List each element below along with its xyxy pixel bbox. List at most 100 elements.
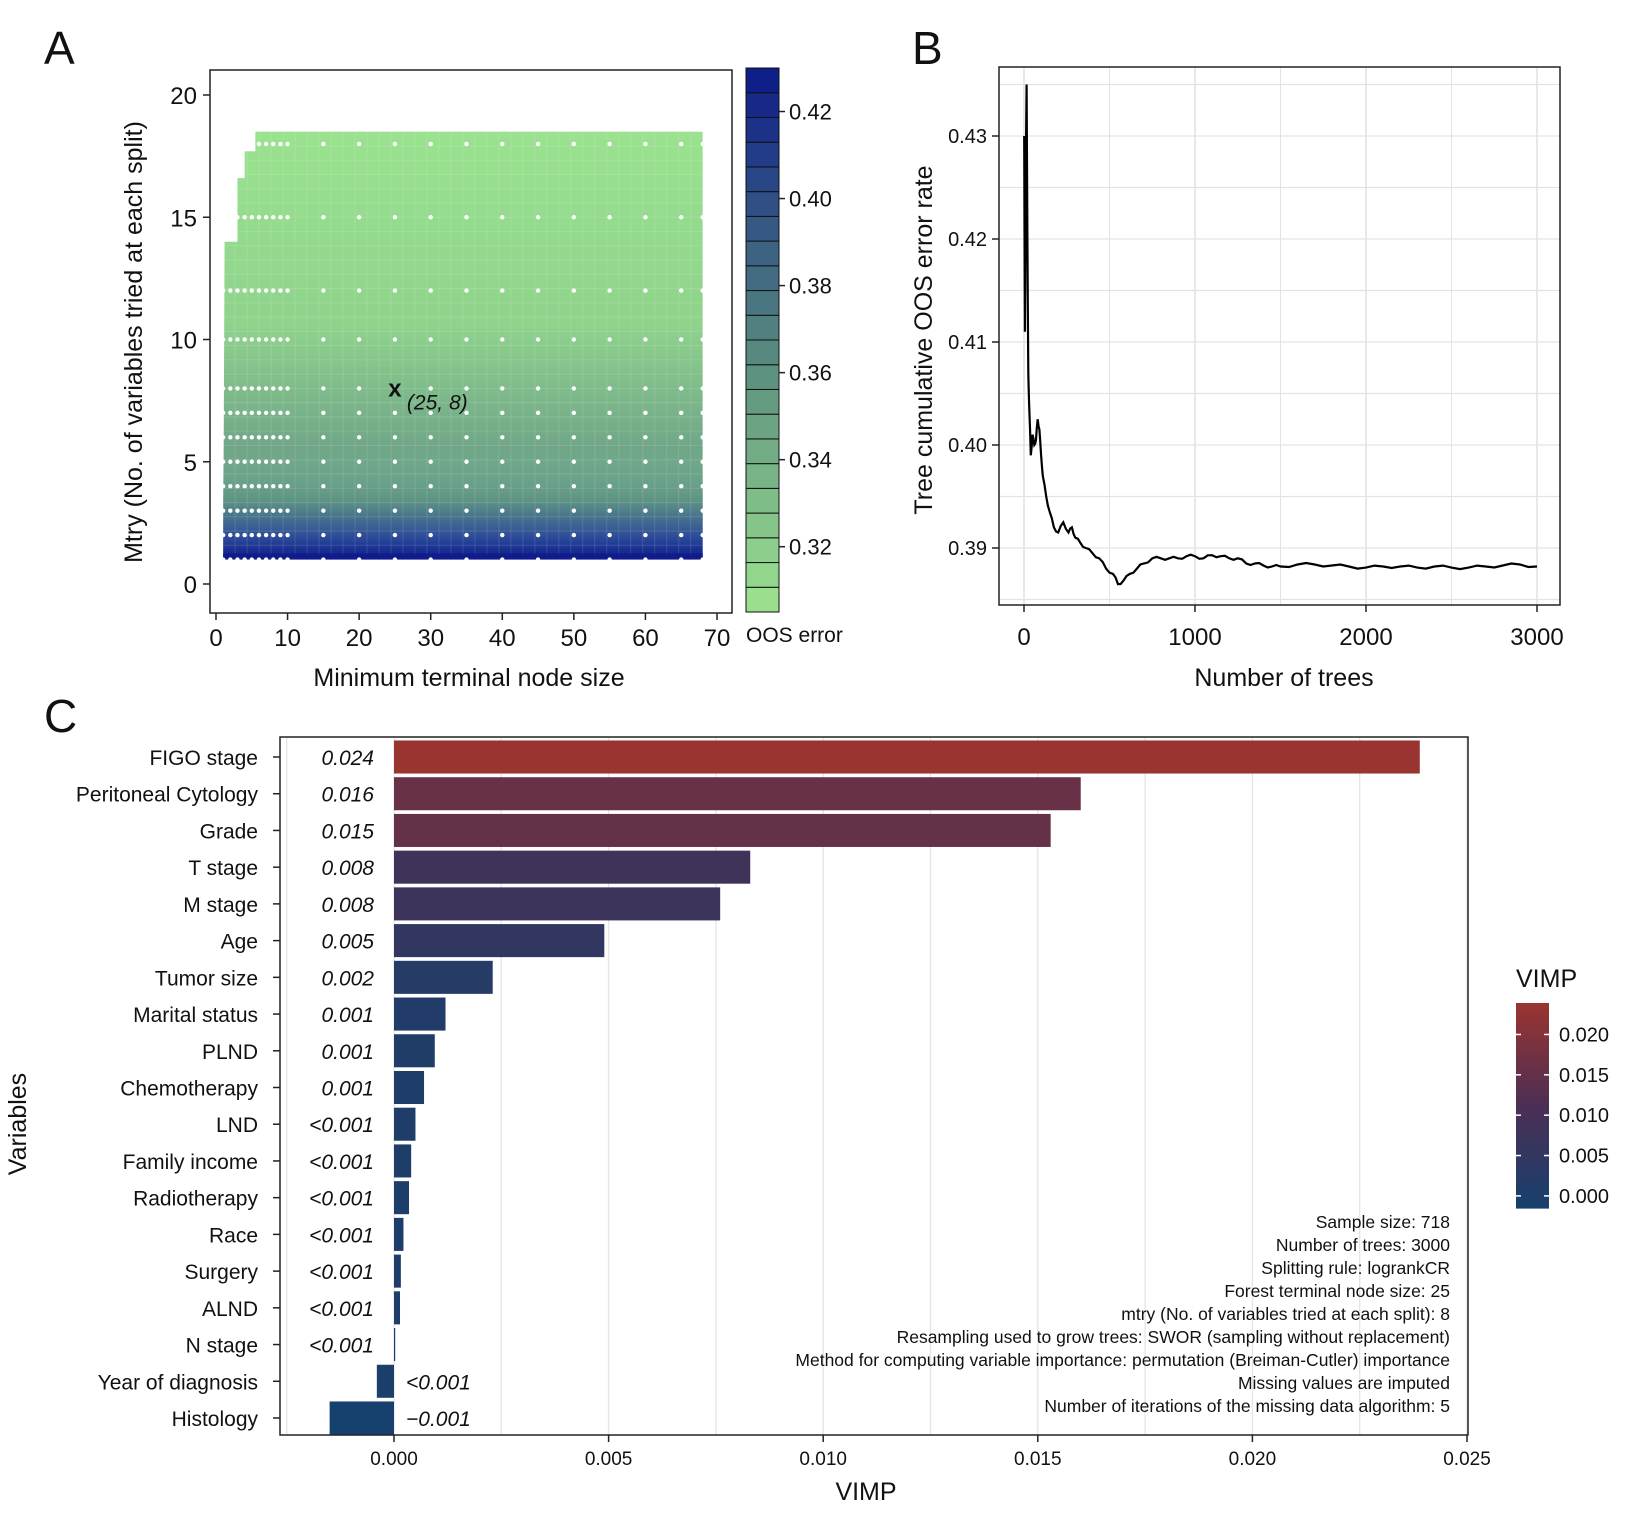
tuning-grid-point	[256, 386, 262, 391]
y-tick-label: Chemotherapy	[120, 1078, 258, 1101]
tuning-grid-point	[535, 410, 541, 416]
tuning-grid-point	[235, 386, 240, 391]
bar-value-label: 0.015	[321, 820, 374, 843]
tuning-grid-point	[643, 459, 648, 464]
legend-color-step	[1516, 1136, 1549, 1142]
tuning-grid-point	[256, 141, 262, 147]
tuning-grid-point	[235, 288, 240, 293]
tuning-grid-point	[700, 435, 705, 440]
tuning-grid-point	[321, 141, 326, 147]
y-tick-label: 15	[170, 205, 197, 232]
tuning-grid-point	[263, 557, 269, 562]
tuning-grid-point	[285, 508, 290, 513]
tuning-grid-point	[321, 337, 326, 342]
tuning-grid-point	[321, 508, 326, 513]
tuning-grid-point	[700, 410, 705, 416]
legend-color-step	[745, 92, 780, 118]
tuning-grid-point	[235, 508, 240, 513]
tuning-grid-point	[571, 459, 577, 464]
tuning-grid-point	[500, 435, 505, 440]
bar-value-label: 0.002	[321, 967, 374, 990]
tuning-grid-point	[271, 459, 276, 464]
x-tick-label: 0	[209, 625, 222, 652]
tuning-grid-point	[249, 215, 254, 220]
bar-t-stage	[394, 850, 751, 884]
x-tick-label: 0.015	[1014, 1449, 1062, 1470]
tuning-grid-point	[271, 288, 276, 293]
tuning-grid-point	[392, 557, 398, 562]
bar-value-label: 0.001	[321, 1004, 374, 1027]
legend-color-step	[1516, 1151, 1549, 1158]
tuning-grid-point	[643, 532, 648, 538]
x-tick-label: 70	[704, 625, 731, 652]
tuning-grid-point	[228, 410, 233, 416]
legend-color-step	[1516, 1003, 1549, 1009]
panel-label-b: B	[912, 22, 943, 74]
tuning-grid-point	[285, 215, 290, 220]
tuning-grid-point	[607, 508, 612, 513]
legend-color-step	[1516, 1182, 1549, 1189]
tuning-grid-point	[256, 459, 262, 464]
tuning-grid-point	[464, 141, 469, 147]
legend-color-step	[745, 586, 780, 613]
tuning-grid-point	[464, 215, 469, 220]
tuning-grid-point	[679, 532, 684, 538]
tuning-grid-point	[242, 508, 247, 513]
legend-color-step	[1516, 1023, 1549, 1030]
tuning-grid-point	[428, 288, 433, 293]
y-tick-label: 5	[184, 450, 197, 477]
tuning-grid-point	[535, 557, 541, 562]
x-tick-label: 1000	[1168, 624, 1221, 651]
tuning-grid-point	[321, 410, 326, 416]
tuning-grid-point	[220, 410, 226, 416]
panel-a-tuning-grid	[220, 141, 705, 562]
tuning-grid-point	[464, 484, 469, 489]
tuning-grid-point	[271, 532, 276, 538]
model-info-line: Method for computing variable importance…	[795, 1350, 1450, 1370]
bar-lnd	[394, 1107, 416, 1141]
tuning-grid-point	[235, 410, 240, 416]
tuning-grid-point	[321, 215, 326, 220]
panel-b: 0 1000 2000 3000 0.39 0.40 0.41 0.42 0.43 Number…	[910, 66, 1564, 692]
model-info-line: Forest terminal node size: 25	[1224, 1281, 1450, 1301]
tuning-grid-point	[700, 557, 705, 562]
tuning-grid-point	[500, 410, 505, 416]
model-info-line: Splitting rule: logrankCR	[1261, 1258, 1450, 1278]
tuning-grid-point	[271, 141, 276, 147]
tuning-grid-point	[643, 288, 648, 293]
tuning-grid-point	[220, 337, 226, 342]
tuning-grid-point	[321, 435, 326, 440]
tuning-grid-point	[235, 557, 240, 562]
tuning-grid-point	[700, 141, 705, 147]
legend-color-step	[1516, 1090, 1549, 1096]
tuning-grid-point	[571, 288, 577, 293]
tuning-grid-point	[271, 386, 276, 391]
legend-tick-label: 0.34	[789, 448, 832, 473]
tuning-grid-point	[643, 410, 648, 416]
tuning-grid-point	[428, 532, 433, 538]
tuning-grid-point	[392, 215, 398, 220]
legend-color-step	[1516, 1049, 1549, 1055]
legend-color-step	[1516, 1018, 1549, 1025]
tuning-grid-point	[607, 386, 612, 391]
tuning-grid-point	[464, 532, 469, 538]
legend-color-step	[745, 141, 780, 168]
tuning-grid-point	[356, 386, 362, 391]
tuning-grid-point	[249, 557, 254, 562]
tuning-grid-point	[278, 410, 283, 416]
tuning-grid-point	[263, 508, 269, 513]
legend-color-step	[1516, 1141, 1549, 1148]
tuning-grid-point	[285, 410, 290, 416]
legend-color-step	[1516, 1008, 1549, 1014]
tuning-grid-point	[607, 337, 612, 342]
tuning-grid-point	[249, 410, 254, 416]
legend-color-step	[745, 215, 780, 242]
tuning-grid-point	[235, 435, 240, 440]
legend-color-step	[1516, 1100, 1549, 1107]
tuning-grid-point	[679, 484, 684, 489]
model-info-line: Number of trees: 3000	[1276, 1235, 1450, 1255]
tuning-grid-point	[679, 410, 684, 416]
tuning-grid-point	[278, 386, 283, 391]
legend-color-step	[745, 314, 780, 341]
tuning-grid-point	[321, 532, 326, 538]
